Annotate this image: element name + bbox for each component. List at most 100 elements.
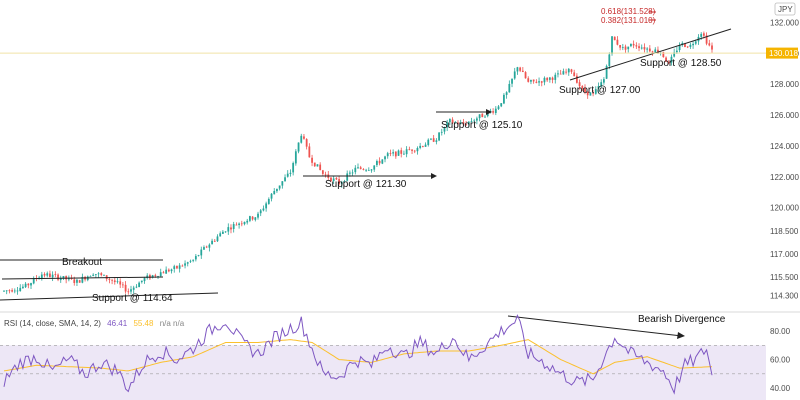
candle-body xyxy=(49,273,51,278)
candle-body xyxy=(459,122,462,124)
candle-body xyxy=(476,118,478,121)
candle-body xyxy=(124,284,127,292)
candle-body xyxy=(373,165,376,170)
candle-body xyxy=(484,116,486,118)
candle-body xyxy=(254,217,257,220)
candle-body xyxy=(654,49,657,53)
candle-body xyxy=(192,259,195,261)
bearish-divergence-line xyxy=(507,315,683,337)
candle-body xyxy=(200,249,203,256)
candle-body xyxy=(700,33,703,37)
current-price-label: 130.018 xyxy=(769,49,798,58)
candle-body xyxy=(689,44,692,47)
rsi-tick-label: 40.00 xyxy=(770,384,791,393)
price-tick-label: 118.500 xyxy=(770,227,799,236)
price-tick-label: 115.500 xyxy=(770,273,799,282)
candle-body xyxy=(592,92,594,94)
candle-body xyxy=(524,72,527,79)
candle-body xyxy=(530,79,532,82)
candle-body xyxy=(40,274,43,279)
candle-body xyxy=(238,223,240,226)
candle-body xyxy=(151,275,154,278)
candle-body xyxy=(94,274,97,275)
candle-body xyxy=(294,151,297,164)
candle-body xyxy=(370,169,373,171)
candle-body xyxy=(419,145,422,148)
candle-body xyxy=(621,47,624,48)
candle-body xyxy=(330,177,332,181)
candle-body xyxy=(316,164,319,167)
candle-body xyxy=(249,216,251,221)
candle-body xyxy=(140,280,143,283)
candle-body xyxy=(46,273,49,276)
support-125-label: Support @ 125.10 xyxy=(441,120,523,131)
candle-body xyxy=(478,114,481,119)
candle-body xyxy=(262,208,265,211)
candle-body xyxy=(627,46,630,50)
candle-body xyxy=(446,122,449,128)
price-axis: 114.300 115.500 117.000 118.500 120.000 122.0… xyxy=(770,19,799,301)
candle-body xyxy=(270,193,273,199)
candle-body xyxy=(100,273,103,276)
candle-body xyxy=(376,161,378,166)
candle-body xyxy=(705,35,708,44)
candle-body xyxy=(389,153,392,154)
rsi-tick-label: 80.00 xyxy=(770,327,791,336)
candle-body xyxy=(170,269,173,272)
candle-body xyxy=(646,48,649,50)
candle-body xyxy=(221,231,224,234)
candle-body xyxy=(608,54,611,67)
candle-body xyxy=(613,36,616,41)
rsi-axis: 40.00 60.00 80.00 xyxy=(770,327,791,393)
fib-0618-label: 0.618(131.528) xyxy=(601,7,656,16)
candle-body xyxy=(284,177,286,182)
candle-body xyxy=(203,247,205,250)
candle-body xyxy=(81,276,84,283)
candle-body xyxy=(457,122,459,125)
candle-body xyxy=(651,51,654,53)
candle-body xyxy=(211,240,213,245)
support-127-label: Support @ 127.00 xyxy=(559,85,641,96)
candle-body xyxy=(400,150,403,154)
candle-body xyxy=(224,231,227,233)
candle-body xyxy=(503,94,505,104)
candle-body xyxy=(497,106,500,110)
support-121-label: Support @ 121.30 xyxy=(325,179,407,190)
candle-body xyxy=(340,182,343,185)
candle-body xyxy=(557,73,559,75)
candle-body xyxy=(365,169,368,171)
candle-body xyxy=(30,283,32,286)
price-tick-label: 117.000 xyxy=(770,250,799,259)
candle-body xyxy=(154,275,157,277)
candle-body xyxy=(181,265,184,267)
candle-body xyxy=(397,150,400,156)
support-114-label: Support @ 114.64 xyxy=(92,293,173,304)
candle-body xyxy=(57,274,59,280)
candle-body xyxy=(246,220,249,223)
candle-body xyxy=(505,92,508,95)
candle-body xyxy=(303,136,305,139)
candle-body xyxy=(321,170,324,174)
candle-body xyxy=(440,131,443,133)
rsi-band xyxy=(0,345,766,400)
candle-body xyxy=(32,278,35,284)
candle-body xyxy=(513,71,516,79)
candle-body xyxy=(111,279,113,281)
candle-body xyxy=(511,78,513,84)
candle-body xyxy=(430,138,432,140)
candle-body xyxy=(451,119,454,123)
candle-body xyxy=(257,213,259,218)
candle-body xyxy=(251,216,254,220)
candle-body xyxy=(416,148,419,152)
candle-body xyxy=(343,181,346,182)
rsi-sma-value: 55.48 xyxy=(133,319,154,328)
currency-label: JPY xyxy=(778,5,793,14)
candle-body xyxy=(594,89,597,94)
candle-body xyxy=(116,281,119,283)
bearish-divergence-label: Bearish Divergence xyxy=(638,314,726,325)
candle-body xyxy=(443,127,446,132)
candle-body xyxy=(243,221,246,225)
candle-body xyxy=(216,236,219,242)
candle-body xyxy=(240,223,243,225)
